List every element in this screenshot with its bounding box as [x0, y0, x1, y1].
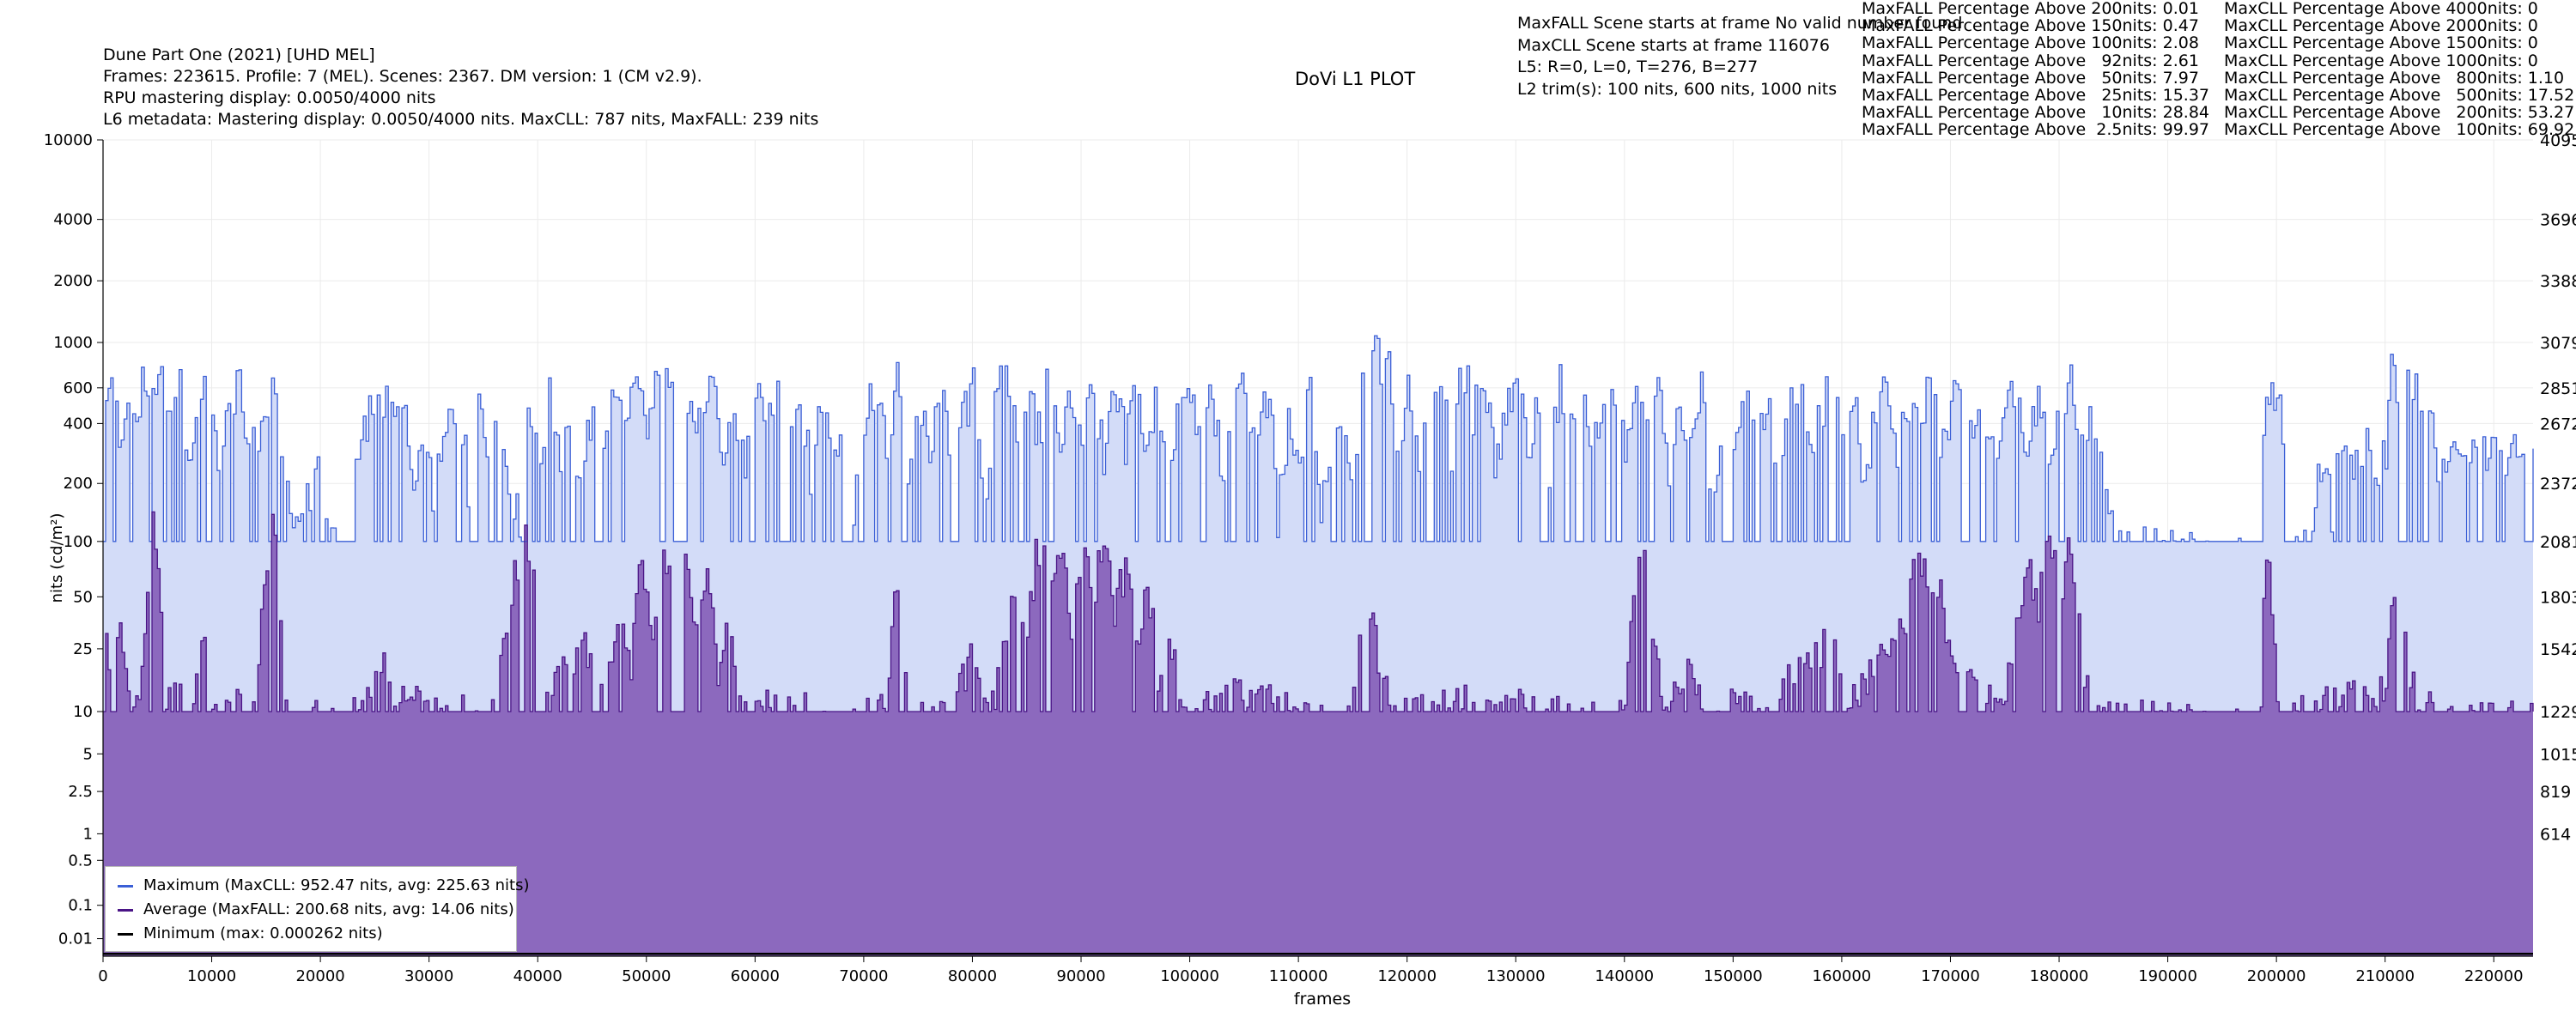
y-tick-label: 50	[73, 588, 93, 606]
series-line	[103, 335, 2534, 542]
x-tick-label: 150000	[1704, 967, 1763, 985]
x-tick-label: 30000	[404, 967, 453, 985]
y-right-tick-label: 3388	[2540, 272, 2576, 291]
x-tick-label: 70000	[839, 967, 888, 985]
maxfall-stat-line: MaxFALL Percentage Above 150nits: 0.47	[1862, 16, 2199, 36]
l5-info: L5: R=0, L=0, T=276, B=277	[1517, 58, 1759, 76]
legend-swatch-average	[118, 909, 133, 912]
y-tick-label: 25	[73, 640, 93, 658]
y-right-tick-label: 1229	[2540, 703, 2576, 722]
y-tick-label: 2.5	[68, 783, 93, 801]
y-tick-label: 2000	[53, 272, 93, 290]
y-tick-label: 10000	[44, 131, 93, 149]
maxcll-stat-line: MaxCLL Percentage Above 100nits: 69.92	[2224, 120, 2575, 140]
x-tick-label: 80000	[948, 967, 997, 985]
y-tick-label: 400	[64, 415, 93, 433]
maxcll-stat-line: MaxCLL Percentage Above 800nits: 1.10	[2224, 68, 2565, 88]
maxfall-stat-line: MaxFALL Percentage Above 25nits: 15.37	[1862, 86, 2210, 106]
maxfall-stat-line: MaxFALL Percentage Above 92nits: 2.61	[1862, 51, 2199, 70]
x-tick-label: 120000	[1377, 967, 1437, 985]
maxcll-stat-line: MaxCLL Percentage Above 2000nits: 0	[2224, 16, 2538, 36]
series-line	[103, 511, 2534, 712]
x-tick-label: 190000	[2138, 967, 2197, 985]
legend-label-average: Average (MaxFALL: 200.68 nits, avg: 14.0…	[143, 900, 514, 918]
y-tick-label: 1	[83, 825, 93, 843]
x-tick-label: 220000	[2464, 967, 2524, 985]
y-right-tick-label: 4095	[2540, 131, 2576, 150]
legend-swatch-maximum	[118, 885, 133, 888]
file-info-header: Dune Part One (2021) [UHD MEL] Frames: 2…	[103, 45, 818, 130]
y-right-tick-label: 1542	[2540, 640, 2576, 659]
x-tick-label: 20000	[295, 967, 344, 985]
frames-info: Frames: 223615. Profile: 7 (MEL). Scenes…	[103, 67, 702, 86]
maxcll-stat-line: MaxCLL Percentage Above 1500nits: 0	[2224, 33, 2538, 53]
y-tick-label: 600	[64, 379, 93, 397]
rpu-mastering-info: RPU mastering display: 0.0050/4000 nits	[103, 88, 436, 107]
y-right-tick-label: 2851	[2540, 379, 2576, 398]
legend-label-minimum: Minimum (max: 0.000262 nits)	[143, 924, 383, 942]
maxcll-stat-line: MaxCLL Percentage Above 200nits: 53.27	[2224, 103, 2575, 123]
chart-legend: Maximum (MaxCLL: 952.47 nits, avg: 225.6…	[105, 866, 530, 952]
x-tick-label: 200000	[2247, 967, 2306, 985]
y-tick-label: 0.01	[58, 930, 93, 948]
y-tick-label: 0.1	[68, 897, 93, 915]
x-tick-label: 50000	[622, 967, 671, 985]
maxfall-stat-line: MaxFALL Percentage Above 50nits: 7.97	[1862, 68, 2199, 88]
maxfall-stat-line: MaxFALL Percentage Above 200nits: 0.01	[1862, 0, 2199, 18]
y-tick-label: 5	[83, 745, 93, 763]
y-right-tick-label: 3696	[2540, 211, 2576, 230]
legend-label-maximum: Maximum (MaxCLL: 952.47 nits, avg: 225.6…	[143, 876, 530, 894]
y-right-tick-label: 1015	[2540, 745, 2576, 764]
y-tick-label: 0.5	[68, 851, 93, 869]
x-tick-label: 130000	[1486, 967, 1546, 985]
maxfall-stat-line: MaxFALL Percentage Above 100nits: 2.08	[1862, 33, 2199, 53]
x-axis-label: frames	[1294, 990, 1351, 1009]
tick-labels: 0 10000 20000 30000 40000 50000 60000 70000 8000…	[44, 131, 2576, 985]
series-areas	[103, 335, 2534, 957]
maxfall-stats: MaxFALL Percentage Above 200nits: 0.01 M…	[1862, 0, 2209, 139]
x-tick-label: 60000	[731, 967, 780, 985]
y-axis-label: nits (cd/m²)	[48, 513, 66, 603]
l2-trims-info: L2 trim(s): 100 nits, 600 nits, 1000 nit…	[1517, 79, 1838, 99]
y-right-tick-label: 819	[2540, 783, 2571, 802]
x-tick-label: 40000	[513, 967, 562, 985]
x-tick-label: 180000	[2030, 967, 2089, 985]
x-tick-label: 100000	[1160, 967, 1219, 985]
maxfall-scene-info: MaxFALL Scene starts at frame No valid n…	[1517, 14, 1963, 33]
y-right-tick-label: 1803	[2540, 588, 2576, 607]
l6-metadata-info: L6 metadata: Mastering display: 0.0050/4…	[103, 110, 819, 129]
x-tick-label: 90000	[1056, 967, 1105, 985]
y-tick-label: 10	[73, 703, 93, 721]
x-tick-label: 110000	[1269, 967, 1328, 985]
x-tick-label: 170000	[1921, 967, 1980, 985]
maxcll-stat-line: MaxCLL Percentage Above 4000nits: 0	[2224, 0, 2538, 18]
axes	[97, 139, 2533, 962]
maxcll-stat-line: MaxCLL Percentage Above 1000nits: 0	[2224, 51, 2538, 70]
y-tick-label: 100	[64, 533, 93, 551]
x-tick-label: 140000	[1595, 967, 1654, 985]
maxcll-stats: MaxCLL Percentage Above 4000nits: 0 MaxC…	[2224, 0, 2574, 139]
file-title: Dune Part One (2021) [UHD MEL]	[103, 45, 375, 64]
x-tick-label: 210000	[2355, 967, 2415, 985]
maxcll-scene-info: MaxCLL Scene starts at frame 116076	[1517, 35, 1830, 55]
y-right-tick-label: 3079	[2540, 334, 2576, 353]
y-right-tick-label: 614	[2540, 825, 2571, 844]
y-tick-label: 1000	[53, 334, 93, 352]
series-area-fill	[103, 512, 2533, 956]
scene-info-block: MaxFALL Scene starts at frame No valid n…	[1517, 13, 1962, 100]
legend-swatch-minimum	[118, 933, 133, 936]
maxfall-stat-line: MaxFALL Percentage Above 10nits: 28.84	[1862, 103, 2210, 123]
plot-title: DoVi L1 PLOT	[1295, 69, 1416, 89]
y-tick-label: 4000	[53, 211, 93, 229]
x-tick-label: 160000	[1813, 967, 1872, 985]
maxfall-stat-line: MaxFALL Percentage Above 2.5nits: 99.97	[1862, 120, 2210, 140]
x-tick-label: 10000	[187, 967, 236, 985]
y-tick-label: 200	[64, 475, 93, 493]
x-tick-label: 0	[98, 967, 107, 985]
maxcll-stat-line: MaxCLL Percentage Above 500nits: 17.52	[2224, 86, 2575, 106]
